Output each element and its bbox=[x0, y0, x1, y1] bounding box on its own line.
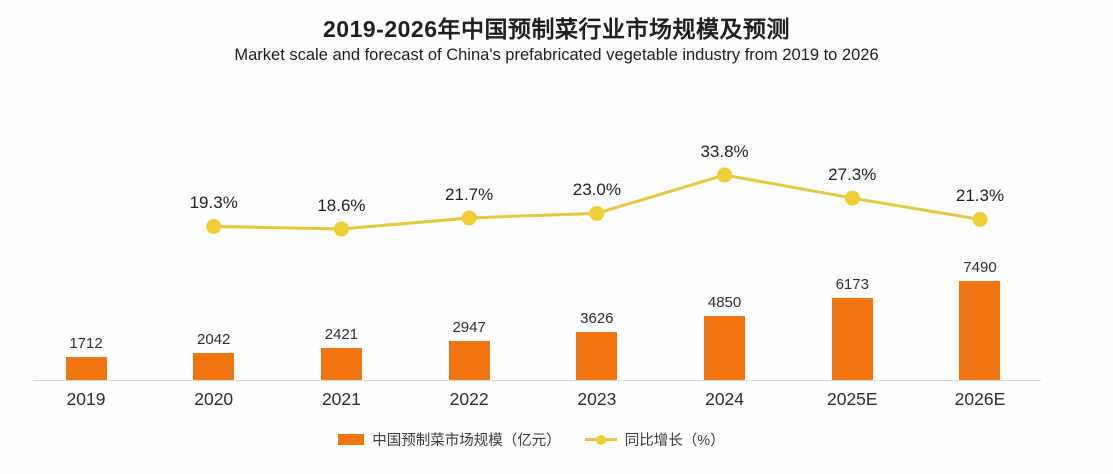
bar-value-label: 2042 bbox=[197, 331, 231, 348]
x-axis-label: 2021 bbox=[321, 389, 361, 409]
bar bbox=[193, 353, 235, 380]
chart-title: 2019-2026年中国预制菜行业市场规模及预测 bbox=[323, 16, 790, 42]
line-value-label: 33.8% bbox=[700, 142, 749, 161]
line-value-label: 19.3% bbox=[189, 193, 238, 213]
chart-subtitle: Market scale and forecast of China's pre… bbox=[234, 46, 879, 64]
legend-bar-label: 中国预制菜市场规模（亿元） bbox=[372, 433, 561, 449]
bar bbox=[448, 341, 490, 380]
x-axis-label: 2020 bbox=[194, 389, 234, 409]
bar-value-label: 7490 bbox=[963, 259, 997, 276]
x-axis-label: 2023 bbox=[577, 389, 617, 409]
bar-value-label: 1712 bbox=[69, 335, 103, 353]
line-marker-dot bbox=[972, 211, 988, 227]
line-value-label: 27.3% bbox=[828, 165, 877, 185]
bar bbox=[320, 348, 362, 380]
legend-line-dot-icon bbox=[595, 434, 606, 445]
bar bbox=[704, 315, 746, 380]
line-marker-dot bbox=[206, 218, 222, 234]
bar bbox=[959, 281, 1001, 380]
x-axis-line bbox=[33, 380, 1041, 381]
bar-value-label: 2947 bbox=[452, 319, 486, 337]
bar-value-label: 2421 bbox=[324, 326, 359, 343]
x-axis-label: 2019 bbox=[66, 389, 106, 409]
legend-line-label: 同比增长（%） bbox=[624, 433, 725, 449]
legend-line-icon bbox=[584, 434, 617, 445]
bar bbox=[65, 357, 107, 380]
line-marker-dot bbox=[717, 167, 733, 183]
bar-value-label: 3626 bbox=[580, 310, 614, 328]
line-marker-dot bbox=[461, 210, 477, 226]
bar-value-label: 4850 bbox=[707, 293, 742, 311]
line-marker-dot bbox=[333, 221, 349, 237]
line-value-label: 21.3% bbox=[955, 186, 1005, 206]
x-axis-label: 2025E bbox=[826, 389, 878, 409]
bar-value-label: 6173 bbox=[835, 276, 869, 294]
line-value-label: 21.7% bbox=[445, 184, 494, 204]
line-value-label: 18.6% bbox=[317, 195, 366, 215]
bar bbox=[576, 332, 618, 380]
legend: 中国预制菜市场规模（亿元） 同比增长（%） bbox=[0, 429, 1088, 450]
legend-bar-swatch-icon bbox=[338, 434, 365, 445]
line-value-label: 23.0% bbox=[572, 180, 621, 200]
line-marker-dot bbox=[589, 205, 605, 221]
bar bbox=[831, 298, 873, 380]
x-axis-label: 2024 bbox=[705, 389, 745, 409]
line-marker-dot bbox=[844, 190, 860, 206]
x-axis-label: 2026E bbox=[954, 389, 1006, 409]
x-axis-label: 2022 bbox=[449, 389, 489, 409]
